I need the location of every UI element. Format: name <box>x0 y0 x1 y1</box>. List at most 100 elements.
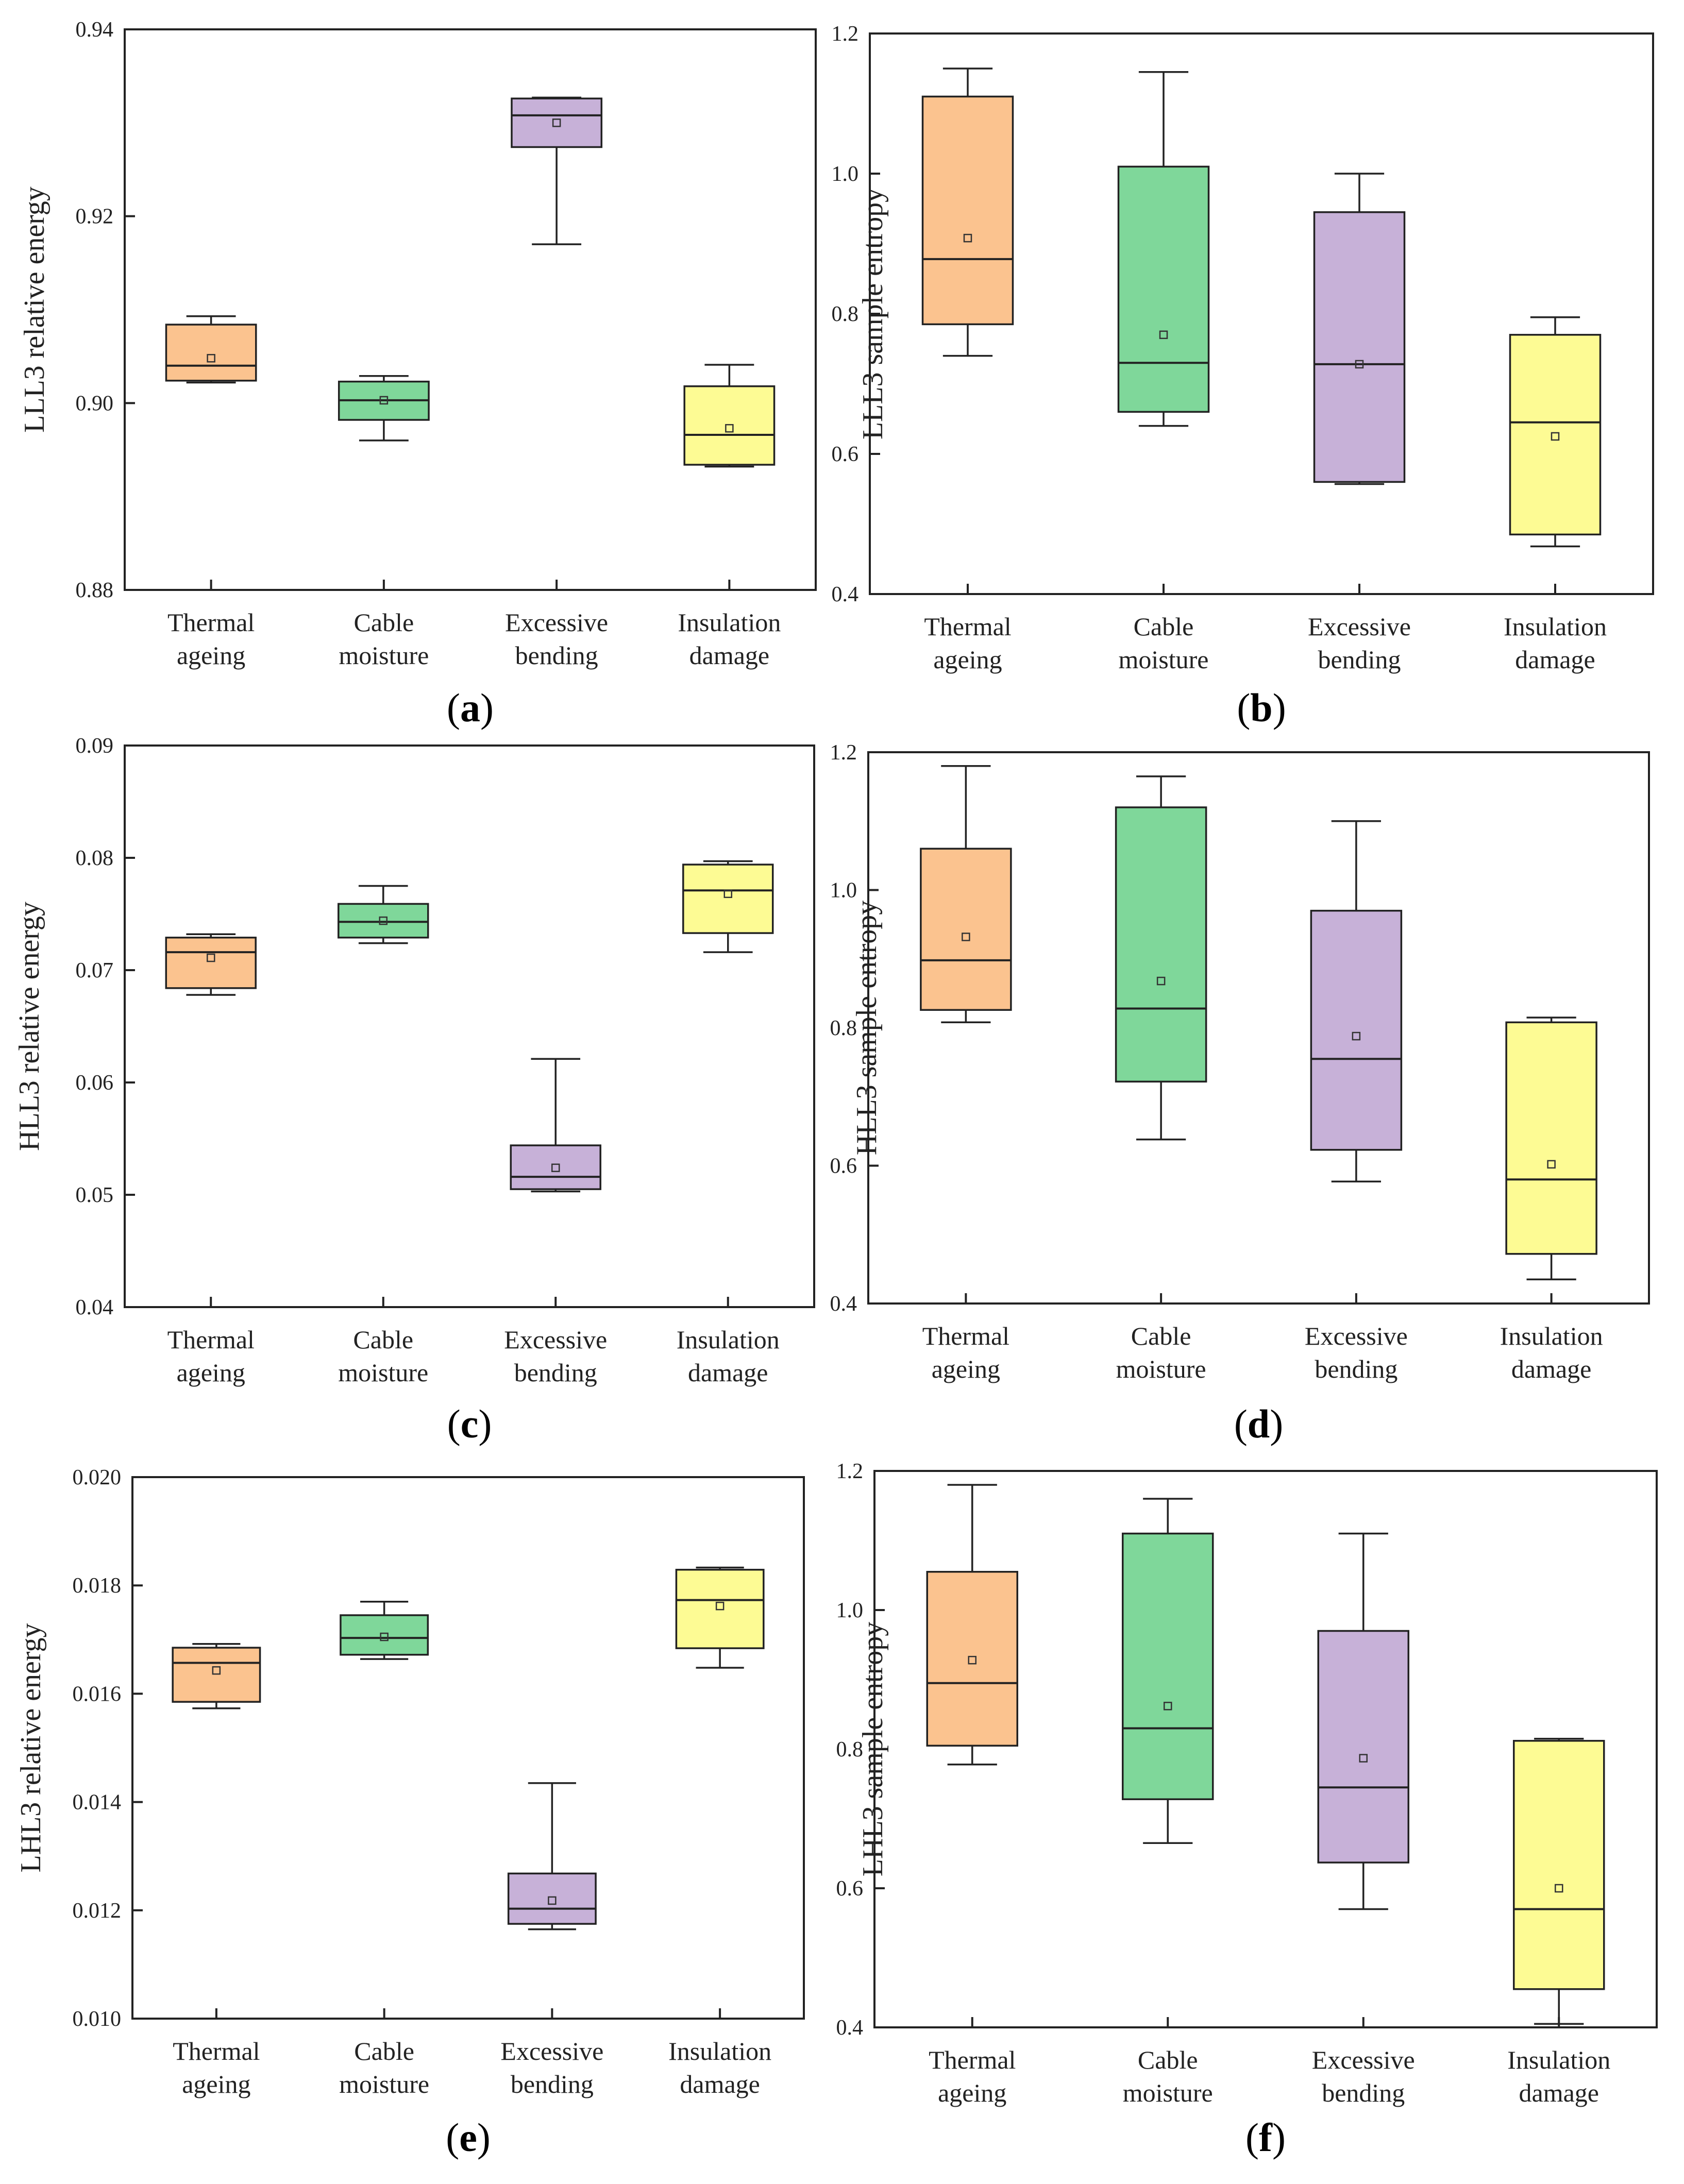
y-tick-label: 0.6 <box>836 1877 864 1901</box>
x-category-label: Excessive <box>500 2037 603 2066</box>
iqr-box <box>1513 1740 1605 1990</box>
mean-marker <box>962 933 970 941</box>
y-tick-label: 0.020 <box>73 1466 122 1489</box>
y-tick-label: 1.0 <box>832 162 859 186</box>
y-tick-label: 0.016 <box>73 1682 122 1706</box>
iqr-box <box>1117 165 1210 413</box>
panel-label-letter: f <box>1259 2115 1273 2160</box>
x-category-label: ageing <box>938 2078 1006 2107</box>
x-category-label: damage <box>1515 645 1595 674</box>
x-category-label: Cable <box>1131 1322 1191 1350</box>
x-category-label: Thermal <box>173 2037 260 2066</box>
iqr-box <box>340 1614 429 1656</box>
box-2 <box>340 1600 429 1660</box>
panel-label: (b) <box>1237 685 1286 730</box>
mean-marker <box>212 1666 221 1675</box>
panel-label-letter: d <box>1248 1401 1270 1446</box>
mean-marker <box>207 354 215 363</box>
x-category-label: Cable <box>1134 612 1194 641</box>
mean-marker <box>963 233 972 243</box>
y-tick-label: 1.0 <box>836 1599 864 1622</box>
y-tick-label: 0.92 <box>76 205 114 229</box>
x-category-label: moisture <box>339 641 429 670</box>
mean-marker <box>380 1632 389 1641</box>
panel-a: 0.88 0.90 0.92 0.94 LLL3 relative energy Ther… <box>19 18 817 730</box>
iqr-box <box>510 1144 601 1190</box>
mean-marker <box>1352 1031 1361 1041</box>
y-tick-label: 0.8 <box>830 1017 857 1040</box>
x-category-label: bending <box>1315 1355 1397 1383</box>
mean-marker <box>1159 330 1168 340</box>
y-axis-title: HLL3 relative energy <box>13 902 45 1151</box>
mean-marker <box>379 916 388 925</box>
y-tick-label: 1.2 <box>836 1460 864 1483</box>
x-category-label: Cable <box>1138 2045 1198 2074</box>
y-tick-label: 0.012 <box>73 1899 122 1923</box>
y-tick-label: 0.018 <box>73 1574 122 1598</box>
iqr-box <box>165 937 257 989</box>
y-tick-label: 0.4 <box>830 1292 857 1316</box>
mean-marker <box>723 889 732 899</box>
y-tick-label: 0.09 <box>76 734 114 758</box>
box-3 <box>1310 820 1403 1183</box>
y-tick-label: 0.4 <box>836 2016 864 2040</box>
iqr-box <box>926 1571 1018 1747</box>
mean-marker <box>968 1655 976 1665</box>
box-2 <box>338 885 429 944</box>
iqr-box <box>683 385 776 466</box>
x-category-label: Insulation <box>668 2037 771 2066</box>
panel-label-letter: c <box>461 1401 479 1446</box>
iqr-box <box>920 848 1012 1011</box>
panel-label-open: ( <box>447 685 460 730</box>
box-3 <box>511 96 603 245</box>
mean-marker <box>1555 1884 1563 1893</box>
mean-marker <box>1551 432 1560 441</box>
iqr-box <box>1317 1630 1409 1864</box>
mean-marker <box>548 1896 557 1905</box>
box-3 <box>510 1058 601 1193</box>
plot-frame <box>131 1476 805 2020</box>
panel-label-open: ( <box>446 2115 459 2160</box>
panel-label: (a) <box>447 685 494 730</box>
box-2 <box>1115 775 1207 1141</box>
mean-marker <box>725 424 734 433</box>
panel-d: 0.4 0.6 0.8 1.0 1.2 HLL3 sample entropy Therma… <box>830 741 1650 1446</box>
x-category-label: Cable <box>354 608 414 637</box>
panel-label: (c) <box>447 1401 492 1446</box>
y-tick-label: 0.94 <box>76 18 114 42</box>
y-tick-label: 0.6 <box>832 443 859 466</box>
box-1 <box>165 933 257 996</box>
box-1 <box>926 1484 1018 1766</box>
panel-e: 0.010 0.012 0.014 0.016 0.018 0.020 LHL3 relat… <box>15 1466 805 2160</box>
iqr-box <box>1310 909 1403 1151</box>
panel-label: (d) <box>1234 1401 1283 1446</box>
box-4 <box>683 364 776 468</box>
panel-label-open: ( <box>1234 1401 1248 1446</box>
iqr-box <box>338 903 429 939</box>
box-4 <box>1513 1738 1605 2025</box>
mean-marker <box>552 118 561 127</box>
y-tick-label: 0.07 <box>76 959 114 983</box>
x-category-label: moisture <box>1119 645 1209 674</box>
iqr-box <box>1313 211 1406 483</box>
box-3 <box>1313 173 1406 485</box>
y-tick-label: 1.2 <box>832 22 859 46</box>
y-tick-label: 0.014 <box>73 1791 122 1815</box>
panel-label: (f) <box>1245 2115 1286 2160</box>
mean-marker <box>1547 1160 1556 1169</box>
iqr-box <box>1505 1021 1597 1255</box>
y-tick-label: 0.8 <box>832 302 859 326</box>
x-category-label: Excessive <box>505 608 608 637</box>
x-category-label: moisture <box>1123 2078 1213 2107</box>
x-category-label: Insulation <box>677 1325 780 1354</box>
panel-label-close: ) <box>1270 1401 1283 1446</box>
panel-label-close: ) <box>480 685 494 730</box>
y-tick-label: 0.4 <box>832 583 859 606</box>
iqr-box <box>511 97 603 148</box>
box-4 <box>675 1566 765 1669</box>
x-category-label: Thermal <box>922 1322 1009 1350</box>
y-axis-title: LLL3 relative energy <box>19 187 50 433</box>
y-tick-label: 0.8 <box>836 1738 864 1762</box>
x-category-label: Thermal <box>167 608 255 637</box>
x-category-label: Thermal <box>167 1325 255 1354</box>
